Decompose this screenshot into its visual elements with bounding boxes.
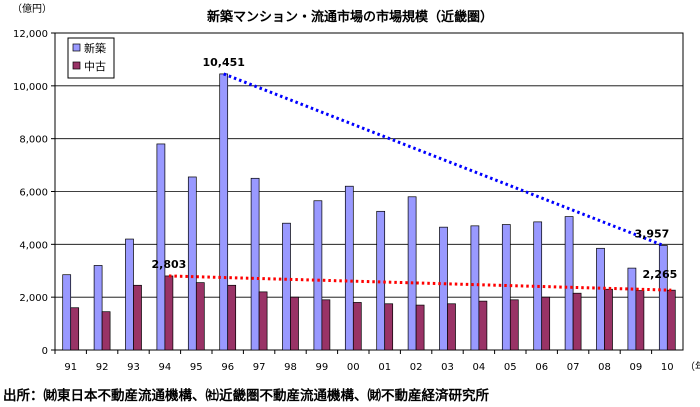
bar-shinchiku (501, 224, 511, 351)
data-label: 3,957 (635, 227, 670, 240)
bar-chuko (384, 303, 394, 351)
y-tick-label: 2,000 (19, 293, 48, 304)
bar-chuko (541, 296, 551, 351)
bar-chuko (478, 300, 488, 351)
bar-chuko (635, 290, 645, 351)
bar-chuko (321, 299, 331, 351)
x-tick-label: 10 (661, 362, 674, 373)
x-tick-label: 98 (284, 362, 297, 373)
x-tick-label: 09 (630, 362, 643, 373)
y-tick-label: 0 (42, 346, 48, 357)
chart-title: 新築マンション・流通市場の市場規模（近畿圏） (207, 9, 493, 25)
bar-shinchiku (313, 200, 323, 351)
y-axis-label: （億円） (12, 2, 52, 15)
bar-chuko (101, 311, 111, 351)
bar-shinchiku (187, 176, 197, 351)
x-tick-label: 01 (378, 362, 391, 373)
bar-chuko (604, 288, 613, 351)
bar-shinchiku (564, 216, 574, 351)
y-tick-label: 6,000 (19, 188, 48, 199)
bar-shinchiku (344, 185, 354, 351)
x-tick-label: 04 (473, 362, 486, 373)
bar-chuko (258, 291, 268, 351)
chart-svg: 0 2,000 4,000 6,000 8,000 10,000 12,000 （億円） 新築マ… (12, 2, 700, 373)
bar-shinchiku (156, 143, 166, 351)
bar-chuko (290, 296, 299, 351)
x-tick-label: 02 (410, 362, 423, 373)
x-tick-label: 08 (598, 362, 611, 373)
bar-shinchiku (219, 73, 229, 351)
data-label: 10,451 (202, 56, 244, 69)
bar-shinchiku (62, 274, 72, 351)
x-tick-label: 05 (504, 362, 517, 373)
bar-shinchiku (250, 177, 260, 351)
x-tick-label: 06 (535, 362, 548, 373)
bar-chuko (195, 282, 205, 351)
x-tick-label: 97 (253, 362, 266, 373)
legend-label: 中古 (84, 60, 106, 73)
legend-swatch (72, 43, 81, 52)
bar-chuko (509, 299, 519, 351)
bar-shinchiku (596, 247, 605, 351)
x-tick-label: 92 (96, 362, 109, 373)
data-label: 2,265 (643, 268, 678, 281)
legend-swatch (72, 61, 81, 70)
bar-chuko (227, 284, 237, 351)
bar-chuko (352, 302, 362, 351)
trendline (168, 274, 672, 292)
bar-shinchiku (470, 225, 480, 351)
bar-chuko (572, 292, 582, 351)
data-label: 2,803 (152, 258, 187, 271)
bar-shinchiku (407, 196, 417, 351)
x-tick-label: 07 (567, 362, 580, 373)
bar-shinchiku (125, 238, 134, 351)
bar-shinchiku (627, 267, 637, 351)
bar-chuko (447, 303, 456, 351)
y-tick-label: 8,000 (19, 135, 48, 146)
y-tick-label: 4,000 (19, 240, 48, 251)
x-tick-label: 99 (316, 362, 329, 373)
x-tick-label: 91 (64, 362, 77, 373)
x-axis-label: （年） (685, 360, 700, 373)
x-tick-label: 94 (159, 362, 172, 373)
bar-shinchiku (439, 226, 448, 351)
bar-chuko (70, 307, 80, 351)
legend-label: 新築 (84, 41, 106, 55)
bar-shinchiku (282, 222, 291, 351)
bar-chuko (164, 275, 174, 351)
trendline (223, 72, 664, 247)
source-footer: 出所：㈶東日本不動産流通機構、㈳近畿圏不動産流通機構、㈶不動産経済研究所 (3, 388, 489, 404)
bar-shinchiku (93, 265, 103, 351)
x-tick-label: 00 (347, 362, 360, 373)
bar-shinchiku (658, 245, 668, 351)
y-tick-label: 10,000 (13, 82, 48, 93)
y-tick-label: 12,000 (13, 29, 48, 40)
x-tick-label: 95 (190, 362, 203, 373)
bar-chuko (415, 304, 425, 351)
x-tick-label: 93 (127, 362, 140, 373)
x-tick-label: 03 (441, 362, 454, 373)
bar-chuko (133, 284, 142, 351)
bar-chuko (666, 289, 676, 351)
x-tick-label: 96 (221, 362, 234, 373)
